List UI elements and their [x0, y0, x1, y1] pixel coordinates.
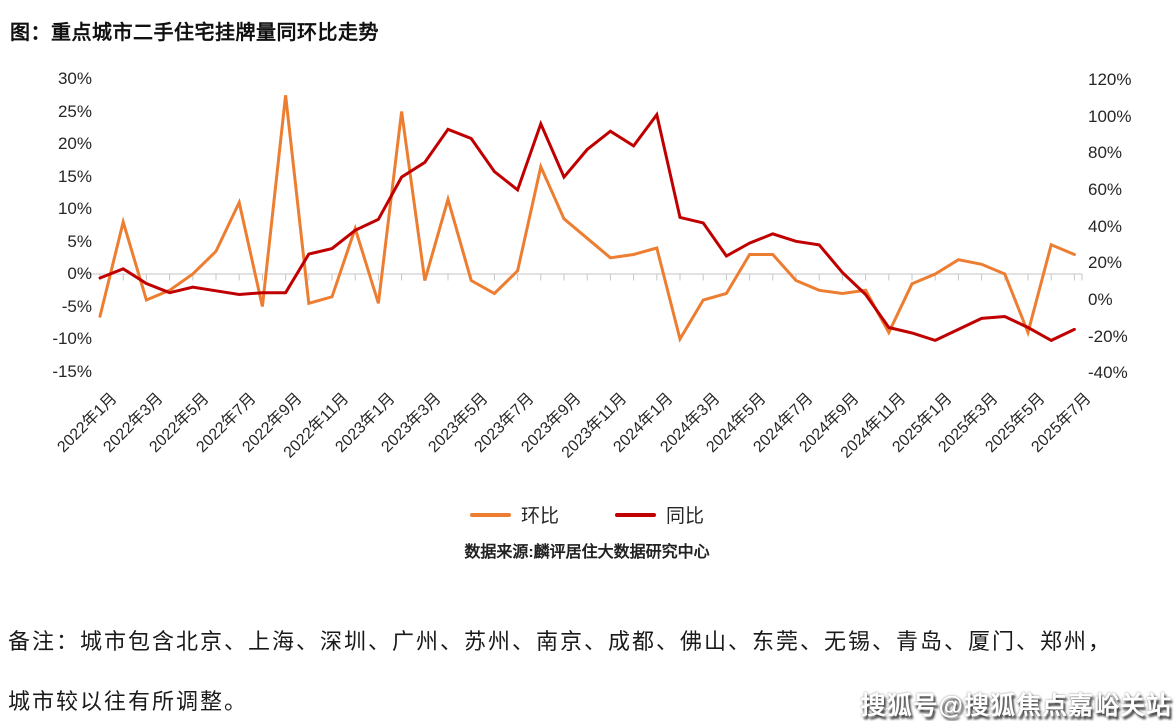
y-axis-right-tick-label: 120%: [1088, 69, 1132, 89]
y-axis-left-tick-label: 15%: [57, 166, 92, 186]
y-axis-right-tick-label: 0%: [1088, 290, 1113, 309]
y-axis-left-tick-label: -5%: [61, 296, 92, 316]
y-axis-left-tick-label: -10%: [52, 329, 92, 348]
y-axis-left-tick-label: 20%: [57, 134, 92, 153]
y-axis-right-tick-label: -20%: [1088, 326, 1128, 346]
legend-label-mom: 环比: [520, 506, 559, 527]
mom-line-swatch-icon: [469, 512, 511, 517]
data-source-note: 数据来源:麟评居住大数据研究中心: [464, 544, 710, 561]
y-axis-right-tick-label: 100%: [1088, 106, 1132, 126]
footnote-line-1: 备注：城市包含北京、上海、深圳、广州、苏州、南京、成都、佛山、东莞、无锡、青岛、…: [8, 629, 1113, 654]
footnote-line-2: 城市较以往有所调整。: [8, 689, 249, 714]
y-axis-left-tick-label: 5%: [67, 231, 92, 251]
y-axis-left-tick-label: 25%: [57, 101, 92, 121]
y-axis-right-tick-label: 40%: [1088, 216, 1123, 236]
legend-item-mom: 环比: [469, 501, 559, 528]
legend: 环比 同比: [0, 501, 1174, 528]
y-axis-left-tick-label: 30%: [57, 69, 92, 88]
y-axis-left-tick-label: 0%: [67, 264, 92, 283]
y-axis-right-tick-label: 20%: [1088, 253, 1123, 273]
chart-title: 图：重点城市二手住宅挂牌量同环比走势: [10, 22, 379, 44]
y-axis-right-tick-label: 60%: [1088, 179, 1123, 199]
yoy-line-swatch-icon: [615, 512, 656, 517]
legend-label-yoy: 同比: [666, 506, 705, 527]
y-axis-left-tick-label: 10%: [57, 199, 92, 218]
mom-series-line: [98, 95, 1076, 343]
y-axis-left-tick-label: -15%: [52, 361, 92, 381]
chart-plot-area: [84, 95, 1083, 343]
y-axis-right-tick-label: -40%: [1088, 363, 1128, 383]
legend-item-yoy: 同比: [615, 501, 704, 528]
yoy-series-line: [98, 111, 1076, 343]
sohu-watermark: 搜狐号@搜狐焦点嘉峪关站: [860, 692, 1172, 720]
y-axis-right-tick-label: 80%: [1088, 143, 1123, 163]
